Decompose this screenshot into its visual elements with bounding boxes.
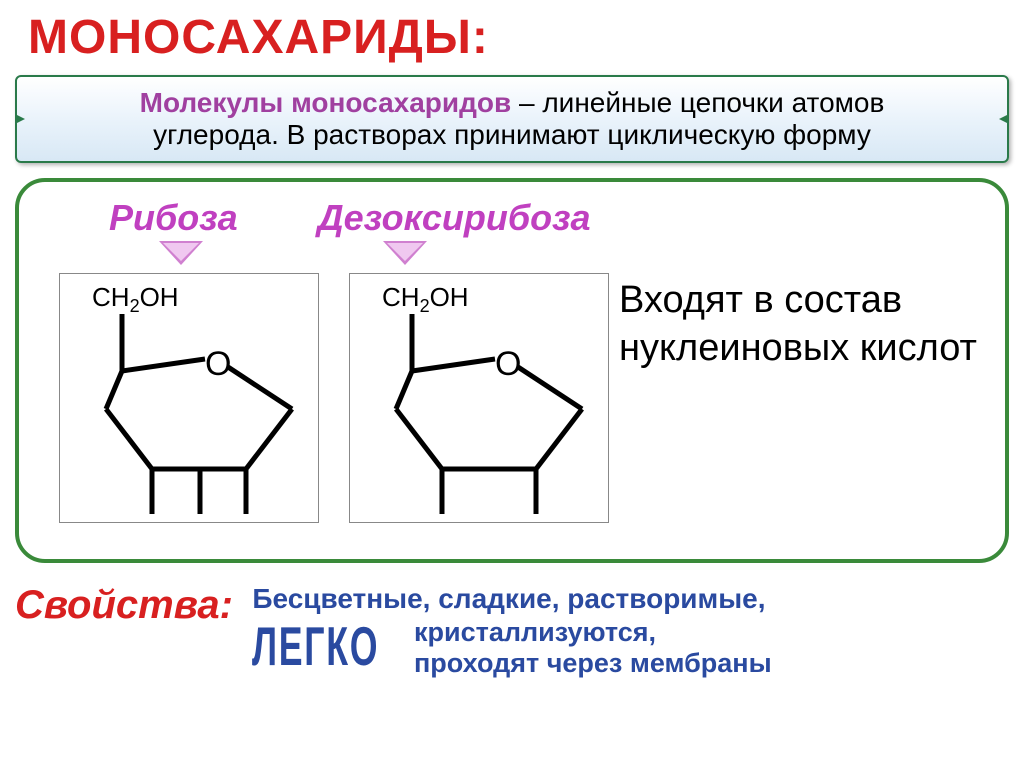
ribose-diagram: O (70, 309, 310, 519)
structures-panel: Рибоза Дезоксирибоза CH2OH (15, 178, 1009, 563)
svg-text:O: O (495, 345, 521, 383)
ribose-structure: CH2OH O (59, 273, 319, 523)
banner-line-2: углерода. В растворах принимают цикличес… (37, 119, 987, 151)
properties-footer: Свойства: Бесцветные, сладкие, растворим… (15, 583, 1009, 679)
properties-text-block: Бесцветные, сладкие, растворимые, ЛЕГКО … (252, 583, 972, 679)
triangle-pointer-icon (383, 241, 427, 265)
sugar-labels-row: Рибоза Дезоксирибоза (39, 197, 985, 239)
props-line-2b: проходят через мембраны (414, 648, 772, 678)
deoxyribose-structure: CH2OH O (349, 273, 609, 523)
deoxyribose-diagram: O (360, 309, 600, 519)
properties-label: Свойства: (15, 583, 233, 628)
properties-line-2: кристаллизуются, проходят через мембраны (414, 617, 772, 679)
ribose-label: Рибоза (109, 197, 238, 239)
legko-emphasis: ЛЕГКО (252, 616, 379, 678)
triangle-pointer-icon (159, 241, 203, 265)
properties-row-2: ЛЕГКО кристаллизуются, проходят через ме… (252, 617, 972, 679)
banner-rest-1: – линейные цепочки атомов (511, 87, 884, 118)
deoxyribose-label: Дезоксирибоза (318, 197, 591, 239)
props-line-2a: кристаллизуются, (414, 617, 656, 647)
definition-banner: Молекулы моносахаридов – линейные цепочк… (15, 75, 1009, 163)
page-title: МОНОСАХАРИДЫ: (0, 0, 1024, 70)
properties-line-1: Бесцветные, сладкие, растворимые, (252, 583, 972, 615)
banner-line-1: Молекулы моносахаридов – линейные цепочк… (37, 87, 987, 119)
svg-text:O: O (205, 345, 231, 383)
banner-bold-term: Молекулы моносахаридов (140, 87, 512, 118)
triangle-pointers-row (39, 241, 985, 265)
composition-note: Входят в состав нуклеиновых кислот (619, 277, 999, 372)
